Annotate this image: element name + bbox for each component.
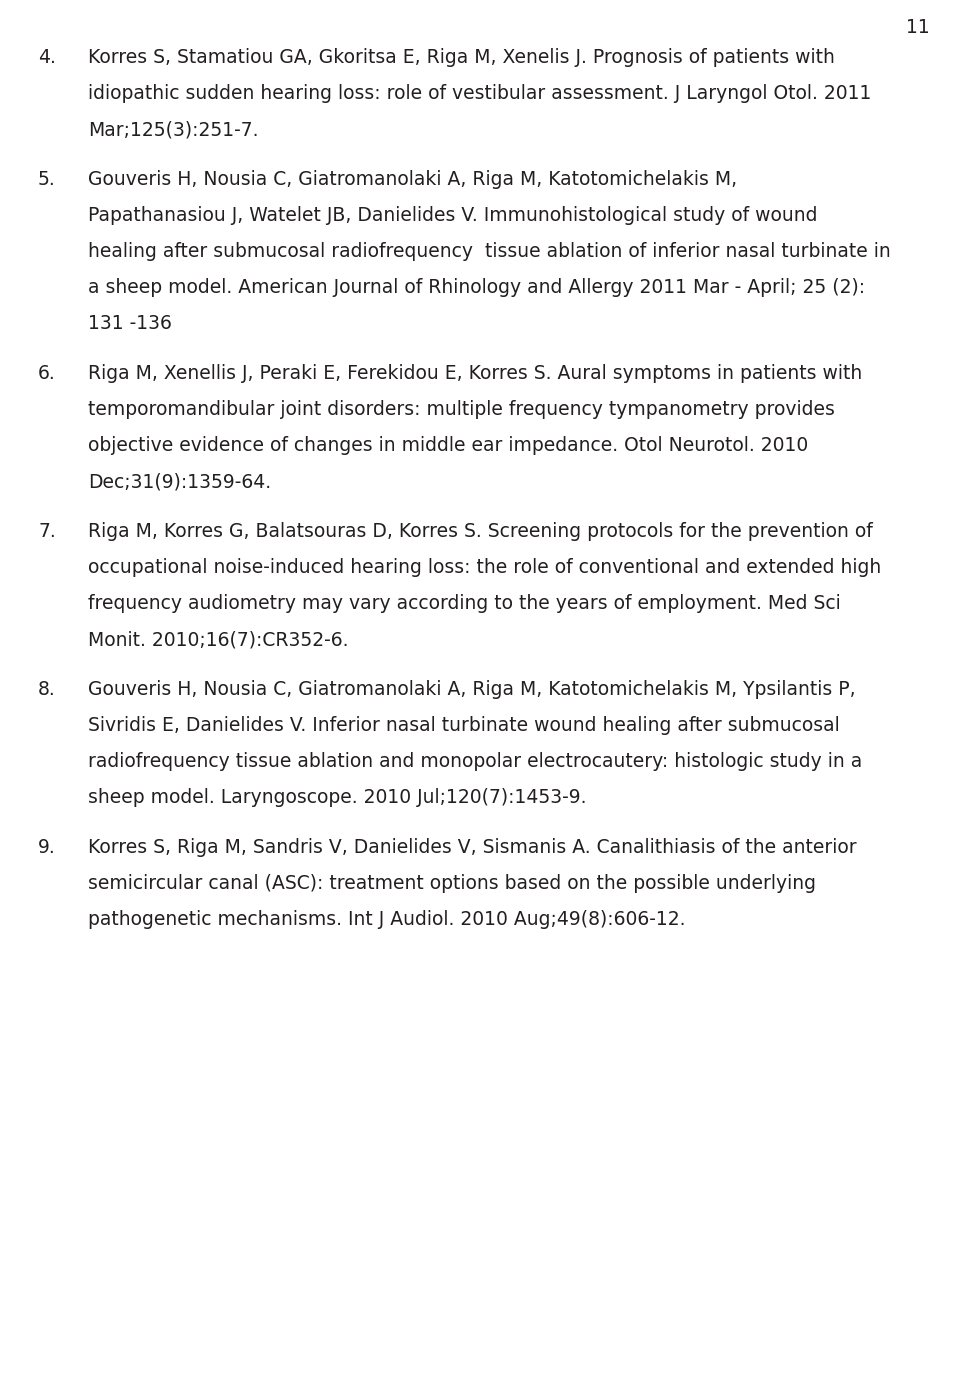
Text: Sivridis E, Danielides V. Inferior nasal turbinate wound healing after submucosa: Sivridis E, Danielides V. Inferior nasal…	[88, 715, 840, 735]
Text: idiopathic sudden hearing loss: role of vestibular assessment. J Laryngol Otol. : idiopathic sudden hearing loss: role of …	[88, 83, 872, 103]
Text: Gouveris H, Nousia C, Giatromanolaki A, Riga M, Katotomichelakis M,: Gouveris H, Nousia C, Giatromanolaki A, …	[88, 169, 737, 189]
Text: Riga M, Xenellis J, Peraki E, Ferekidou E, Korres S. Aural symptoms in patients : Riga M, Xenellis J, Peraki E, Ferekidou …	[88, 364, 862, 383]
Text: temporomandibular joint disorders: multiple frequency tympanometry provides: temporomandibular joint disorders: multi…	[88, 400, 835, 419]
Text: Papathanasiou J, Watelet JB, Danielides V. Immunohistological study of wound: Papathanasiou J, Watelet JB, Danielides …	[88, 206, 818, 225]
Text: 4.: 4.	[38, 49, 56, 67]
Text: Riga M, Korres G, Balatsouras D, Korres S. Screening protocols for the preventio: Riga M, Korres G, Balatsouras D, Korres …	[88, 522, 873, 540]
Text: Gouveris H, Nousia C, Giatromanolaki A, Riga M, Katotomichelakis M, Ypsilantis P: Gouveris H, Nousia C, Giatromanolaki A, …	[88, 681, 855, 699]
Text: radiofrequency tissue ablation and monopolar electrocautery: histologic study in: radiofrequency tissue ablation and monop…	[88, 751, 862, 771]
Text: 131 -136: 131 -136	[88, 314, 172, 333]
Text: 11: 11	[906, 18, 930, 38]
Text: sheep model. Laryngoscope. 2010 Jul;120(7):1453-9.: sheep model. Laryngoscope. 2010 Jul;120(…	[88, 788, 587, 807]
Text: objective evidence of changes in middle ear impedance. Otol Neurotol. 2010: objective evidence of changes in middle …	[88, 436, 808, 456]
Text: Mar;125(3):251-7.: Mar;125(3):251-7.	[88, 119, 258, 139]
Text: occupational noise-induced hearing loss: the role of conventional and extended h: occupational noise-induced hearing loss:…	[88, 558, 881, 576]
Text: semicircular canal (ASC): treatment options based on the possible underlying: semicircular canal (ASC): treatment opti…	[88, 874, 816, 893]
Text: Korres S, Stamatiou GA, Gkoritsa E, Riga M, Xenelis J. Prognosis of patients wit: Korres S, Stamatiou GA, Gkoritsa E, Riga…	[88, 49, 835, 67]
Text: Monit. 2010;16(7):CR352-6.: Monit. 2010;16(7):CR352-6.	[88, 631, 348, 649]
Text: a sheep model. American Journal of Rhinology and Allergy 2011 Mar - April; 25 (2: a sheep model. American Journal of Rhino…	[88, 278, 865, 297]
Text: healing after submucosal radiofrequency  tissue ablation of inferior nasal turbi: healing after submucosal radiofrequency …	[88, 242, 891, 261]
Text: 5.: 5.	[38, 169, 56, 189]
Text: 9.: 9.	[38, 838, 56, 857]
Text: frequency audiometry may vary according to the years of employment. Med Sci: frequency audiometry may vary according …	[88, 594, 841, 613]
Text: 8.: 8.	[38, 681, 56, 699]
Text: Dec;31(9):1359-64.: Dec;31(9):1359-64.	[88, 472, 271, 490]
Text: pathogenetic mechanisms. Int J Audiol. 2010 Aug;49(8):606-12.: pathogenetic mechanisms. Int J Audiol. 2…	[88, 910, 685, 929]
Text: Korres S, Riga M, Sandris V, Danielides V, Sismanis A. Canalithiasis of the ante: Korres S, Riga M, Sandris V, Danielides …	[88, 838, 856, 857]
Text: 6.: 6.	[38, 364, 56, 383]
Text: 7.: 7.	[38, 522, 56, 540]
